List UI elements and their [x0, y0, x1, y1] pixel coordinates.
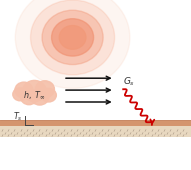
- Text: $G_s$: $G_s$: [123, 75, 135, 88]
- Circle shape: [59, 26, 86, 49]
- Circle shape: [41, 88, 56, 102]
- Text: $T_s$: $T_s$: [13, 110, 23, 123]
- Circle shape: [15, 82, 33, 98]
- Circle shape: [15, 0, 130, 88]
- Circle shape: [31, 89, 49, 105]
- Circle shape: [21, 90, 37, 105]
- Circle shape: [31, 0, 115, 75]
- Circle shape: [65, 31, 80, 44]
- Circle shape: [13, 88, 27, 101]
- Circle shape: [52, 19, 94, 56]
- Circle shape: [42, 10, 103, 65]
- Circle shape: [23, 80, 46, 101]
- Bar: [0, 120, 191, 126]
- Bar: [0, 126, 191, 137]
- Text: $h,\ T_\infty$: $h,\ T_\infty$: [23, 89, 46, 101]
- Circle shape: [35, 81, 54, 98]
